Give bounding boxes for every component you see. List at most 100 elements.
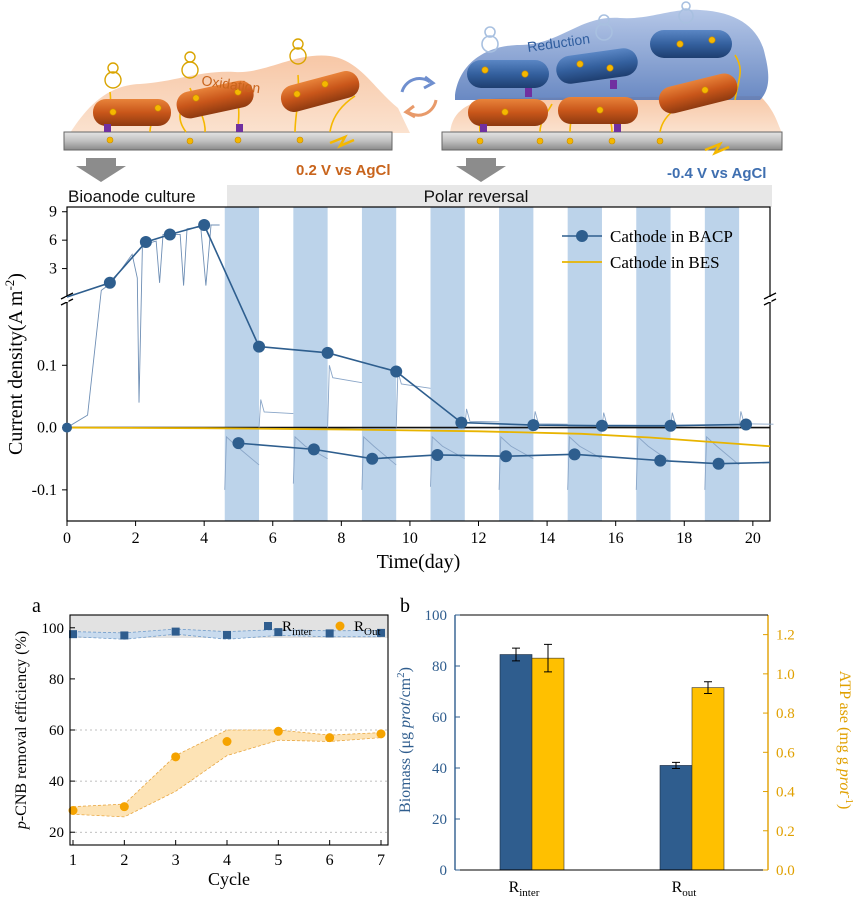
x-tick-label: 5 xyxy=(274,852,282,869)
x-tick-label: 4 xyxy=(200,530,208,547)
axis-break xyxy=(60,292,74,300)
current-density-chart: Bioanode culture Polar reversal 0 2 4 6 8 10 12 1… xyxy=(2,185,777,573)
panel-label: b xyxy=(400,595,410,617)
legend-marker xyxy=(335,621,345,631)
y-tick-label-left: 100 xyxy=(425,608,448,624)
bioanode-illustration: Oxidation 0.2 V vs AgCl xyxy=(63,38,410,182)
y-tick-label: 0.0 xyxy=(37,420,57,437)
legend-label: Cathode in BACP xyxy=(610,227,733,246)
anode-potential-label: 0.2 V vs AgCl xyxy=(296,162,390,179)
data-point xyxy=(431,448,444,461)
y-tick-label-left: 0 xyxy=(440,863,448,879)
y-axis-label-right: ATP ase (mg g prot-1) xyxy=(836,671,854,810)
reversal-band xyxy=(704,207,740,521)
y-tick-label-right: 0.0 xyxy=(776,863,795,879)
error-bar xyxy=(672,761,680,770)
legend-label: Cathode in BES xyxy=(610,253,720,272)
phase-bar-culture xyxy=(62,185,226,207)
data-point xyxy=(163,228,176,241)
x-tick-label: 8 xyxy=(337,530,345,547)
x-tick-label: 0 xyxy=(63,530,71,547)
x-tick-label: 7 xyxy=(377,852,385,869)
data-point xyxy=(366,452,379,465)
y-tick-label: -0.1 xyxy=(32,482,57,499)
data-point-out xyxy=(222,737,232,746)
data-point-inter xyxy=(223,630,231,639)
x-tick-label: 20 xyxy=(745,530,761,547)
series-line-bacp-transition xyxy=(203,224,260,347)
cytochromes xyxy=(106,80,329,145)
y-tick-label: 3 xyxy=(49,261,57,278)
y-tick-label: 9 xyxy=(49,204,57,221)
y-axis-label: p-CNB removal efficiency (%) xyxy=(13,631,30,830)
data-point xyxy=(321,346,334,359)
data-point-out xyxy=(273,726,283,736)
y-tick-label: 80 xyxy=(49,672,64,688)
legend-marker xyxy=(264,622,272,630)
y-tick-label: 20 xyxy=(49,825,64,841)
data-point xyxy=(390,365,403,378)
legend-label: ROut xyxy=(354,619,381,638)
legend-marker xyxy=(576,230,588,242)
lightning-icon xyxy=(329,134,355,149)
error-bar xyxy=(512,647,520,662)
y-tick-label: 6 xyxy=(49,232,57,249)
substrate-molecules xyxy=(104,38,307,89)
data-point xyxy=(455,416,468,429)
y-tick-label: 0.1 xyxy=(37,357,57,374)
down-arrow-icon xyxy=(456,158,506,182)
attachment-pili xyxy=(104,124,243,132)
data-point xyxy=(232,437,245,450)
data-point xyxy=(139,236,152,249)
reversal-band xyxy=(499,207,534,521)
x-tick-label: 14 xyxy=(539,530,555,547)
legend-label: Rinter xyxy=(282,619,313,638)
data-point xyxy=(654,454,667,467)
axis-break-gap xyxy=(768,297,772,302)
reversal-band xyxy=(636,207,671,521)
phase-label: Polar reversal xyxy=(424,187,529,206)
x-tick-label: 10 xyxy=(402,530,418,547)
x-tick-label: 4 xyxy=(223,852,231,869)
data-point xyxy=(527,419,540,432)
y-tick-label-left: 80 xyxy=(432,659,447,675)
reversal-band xyxy=(430,207,465,521)
rod-bacteria xyxy=(93,71,360,126)
data-point xyxy=(307,443,320,456)
panel-label: a xyxy=(32,595,41,617)
lightning-icon xyxy=(704,141,730,156)
series-line-bes xyxy=(66,426,771,448)
y-tick-label-right: 0.8 xyxy=(776,706,795,722)
data-point-inter xyxy=(171,627,180,636)
x-tick-label: 6 xyxy=(269,530,277,547)
data-point-inter xyxy=(274,628,283,637)
data-point-out xyxy=(171,752,181,762)
panel-b-biomass-atpase: b Rinter Rout 0 20 40 60 80 100 0.0 0.2 0.4 0.6 0.8 1.… xyxy=(395,595,854,899)
series-line-bacp-top xyxy=(258,345,747,427)
x-tick-label: 3 xyxy=(172,852,180,869)
data-point-inter xyxy=(69,630,77,639)
plot-frame xyxy=(66,206,771,522)
reversal-band xyxy=(293,207,328,521)
x-tick-label: 12 xyxy=(471,530,487,547)
data-point xyxy=(253,340,266,353)
cathode-potential-label: -0.4 V vs AgCl xyxy=(667,165,766,182)
error-bar xyxy=(544,643,552,673)
y-tick-label-left: 60 xyxy=(432,710,447,726)
series-line-bacp-upper xyxy=(66,224,205,298)
data-point xyxy=(664,419,677,432)
y-tick-label: 40 xyxy=(49,774,64,790)
x-tick-label: 16 xyxy=(608,530,624,547)
y-tick-label-left: 40 xyxy=(432,761,447,777)
bar-atpase xyxy=(531,657,565,871)
rod-bacteria xyxy=(467,30,738,126)
data-point xyxy=(103,276,116,289)
biocathode-illustration: Reduction -0.4 V vs AgCl xyxy=(441,1,783,182)
reversal-band xyxy=(224,207,260,521)
bar-biomass xyxy=(499,654,533,871)
data-point-out xyxy=(68,806,78,815)
y-tick-label-right: 1.2 xyxy=(776,628,795,644)
raw-current-trace xyxy=(66,224,220,428)
data-point-inter xyxy=(325,629,334,638)
